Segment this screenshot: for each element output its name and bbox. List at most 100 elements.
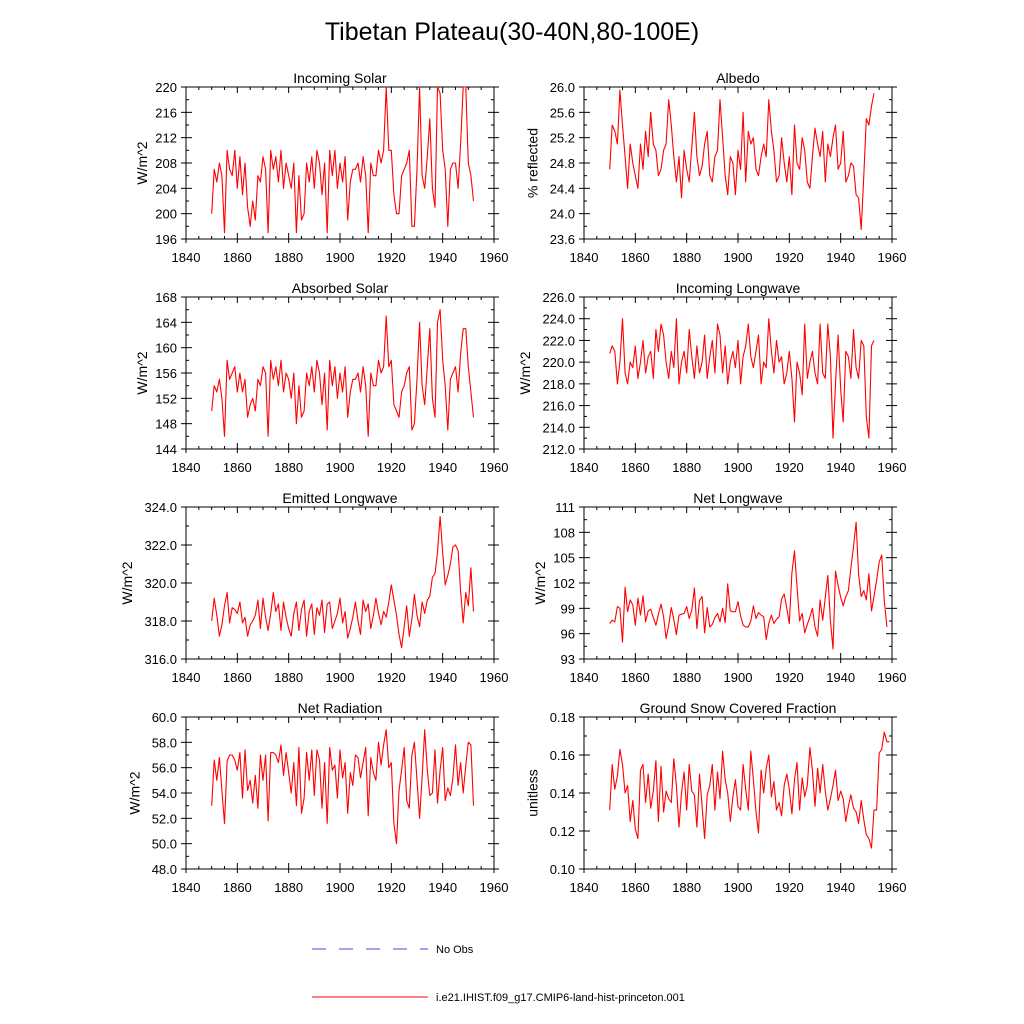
x-tick-label: 1880 — [274, 880, 303, 895]
x-tick-label: 1900 — [326, 880, 355, 895]
x-tick-label: 1920 — [775, 880, 804, 895]
x-tick-label: 1940 — [428, 670, 457, 685]
y-axis-label: W/m^2 — [532, 561, 548, 604]
x-tick-label: 1880 — [274, 460, 303, 475]
x-tick-label: 1880 — [274, 670, 303, 685]
series-line-model — [211, 515, 475, 649]
series-line-model — [609, 89, 875, 231]
y-tick-label: 52.0 — [152, 811, 177, 826]
x-tick-label: 1920 — [775, 460, 804, 475]
y-tick-label: 56.0 — [152, 761, 177, 776]
x-tick-label: 1940 — [428, 250, 457, 265]
y-axis-label: W/m^2 — [134, 141, 150, 184]
y-tick-label: 214.0 — [542, 420, 575, 435]
x-tick-label: 1880 — [274, 250, 303, 265]
plot-frame — [185, 506, 495, 660]
x-tick-label: 1920 — [377, 670, 406, 685]
legend-obs-label: No Obs — [436, 944, 474, 956]
y-tick-label: 148 — [155, 417, 177, 432]
x-tick-label: 1900 — [326, 250, 355, 265]
x-tick-label: 1880 — [672, 250, 701, 265]
y-tick-label: 222.0 — [542, 333, 575, 348]
y-axis-label: W/m^2 — [127, 771, 143, 814]
y-tick-label: 108 — [553, 525, 575, 540]
series-line-model — [609, 731, 890, 849]
y-tick-label: 318.0 — [144, 614, 177, 629]
x-tick-label: 1960 — [480, 460, 509, 475]
y-tick-label: 0.18 — [550, 710, 575, 725]
plot-frame — [583, 506, 893, 660]
panels-grid: Incoming Solar 1840 1860 1880 1900 1920 1940 19… — [119, 70, 906, 895]
panel-net-radiation: Net Radiation 1840 1860 1880 1900 1920 1940 196… — [127, 700, 509, 895]
y-tick-label: 212.0 — [542, 442, 575, 457]
y-axis-label: W/m^2 — [119, 561, 135, 604]
x-tick-label: 1920 — [377, 250, 406, 265]
series-line-model — [609, 521, 888, 650]
legend-model-label: i.e21.IHIST.f09_g17.CMIP6-land-hist-prin… — [436, 992, 685, 1004]
y-tick-label: 200 — [155, 207, 177, 222]
y-tick-label: 23.6 — [550, 232, 575, 247]
x-tick-label: 1940 — [826, 880, 855, 895]
x-tick-label: 1840 — [172, 460, 201, 475]
y-tick-label: 322.0 — [144, 538, 177, 553]
y-tick-label: 208 — [155, 156, 177, 171]
x-tick-label: 1920 — [377, 880, 406, 895]
panel-title: Incoming Solar — [293, 70, 387, 86]
y-tick-label: 58.0 — [152, 735, 177, 750]
x-tick-label: 1900 — [326, 670, 355, 685]
panel-title: Ground Snow Covered Fraction — [640, 700, 837, 716]
y-tick-label: 212 — [155, 131, 177, 146]
x-tick-label: 1900 — [724, 880, 753, 895]
y-tick-label: 144 — [155, 442, 177, 457]
y-tick-label: 24.0 — [550, 207, 575, 222]
y-tick-label: 216 — [155, 105, 177, 120]
y-tick-label: 50.0 — [152, 837, 177, 852]
x-tick-label: 1920 — [775, 670, 804, 685]
y-tick-label: 168 — [155, 290, 177, 305]
y-tick-label: 0.16 — [550, 748, 575, 763]
x-tick-label: 1900 — [724, 670, 753, 685]
plot-frame — [583, 716, 893, 870]
x-tick-label: 1920 — [377, 460, 406, 475]
x-tick-label: 1960 — [480, 250, 509, 265]
y-tick-label: 105 — [553, 551, 575, 566]
panel-emitted-longwave: Emitted Longwave 1840 1860 1880 1900 1920 1940… — [119, 490, 508, 685]
x-tick-label: 1840 — [570, 880, 599, 895]
x-tick-label: 1960 — [878, 880, 907, 895]
x-tick-label: 1960 — [480, 670, 509, 685]
y-tick-label: 102 — [553, 576, 575, 591]
panel-absorbed-solar: Absorbed Solar 1840 1860 1880 1900 1920 1940 19… — [134, 280, 508, 475]
y-tick-label: 93 — [561, 652, 575, 667]
x-tick-label: 1880 — [672, 880, 701, 895]
y-tick-label: 220.0 — [542, 355, 575, 370]
y-tick-label: 320.0 — [144, 576, 177, 591]
x-tick-label: 1880 — [672, 460, 701, 475]
series-line-model — [609, 318, 875, 439]
y-tick-label: 224.0 — [542, 312, 575, 327]
y-axis-label: W/m^2 — [517, 351, 533, 394]
y-tick-label: 24.4 — [550, 181, 575, 196]
x-tick-label: 1860 — [621, 880, 650, 895]
x-tick-label: 1940 — [826, 670, 855, 685]
x-tick-label: 1940 — [826, 460, 855, 475]
x-tick-label: 1960 — [878, 670, 907, 685]
x-tick-label: 1900 — [724, 460, 753, 475]
y-tick-label: 0.10 — [550, 862, 575, 877]
x-tick-label: 1900 — [724, 250, 753, 265]
x-tick-label: 1860 — [223, 460, 252, 475]
y-tick-label: 96 — [561, 627, 575, 642]
y-tick-label: 220 — [155, 80, 177, 95]
x-tick-label: 1960 — [878, 250, 907, 265]
x-tick-label: 1840 — [172, 250, 201, 265]
panel-title: Net Longwave — [693, 490, 783, 506]
y-axis-label: unitless — [525, 769, 541, 816]
y-tick-label: 226.0 — [542, 290, 575, 305]
y-tick-label: 164 — [155, 315, 177, 330]
y-tick-label: 316.0 — [144, 652, 177, 667]
y-tick-label: 24.8 — [550, 156, 575, 171]
panel-title: Incoming Longwave — [676, 280, 801, 296]
x-tick-label: 1840 — [570, 250, 599, 265]
y-tick-label: 160 — [155, 341, 177, 356]
x-tick-label: 1940 — [428, 460, 457, 475]
panel-incoming-solar: Incoming Solar 1840 1860 1880 1900 1920 1940 19… — [134, 70, 508, 265]
